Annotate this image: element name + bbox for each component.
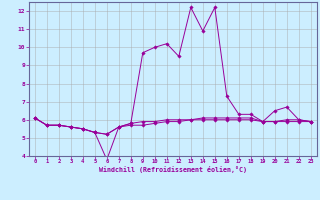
X-axis label: Windchill (Refroidissement éolien,°C): Windchill (Refroidissement éolien,°C) <box>99 166 247 173</box>
